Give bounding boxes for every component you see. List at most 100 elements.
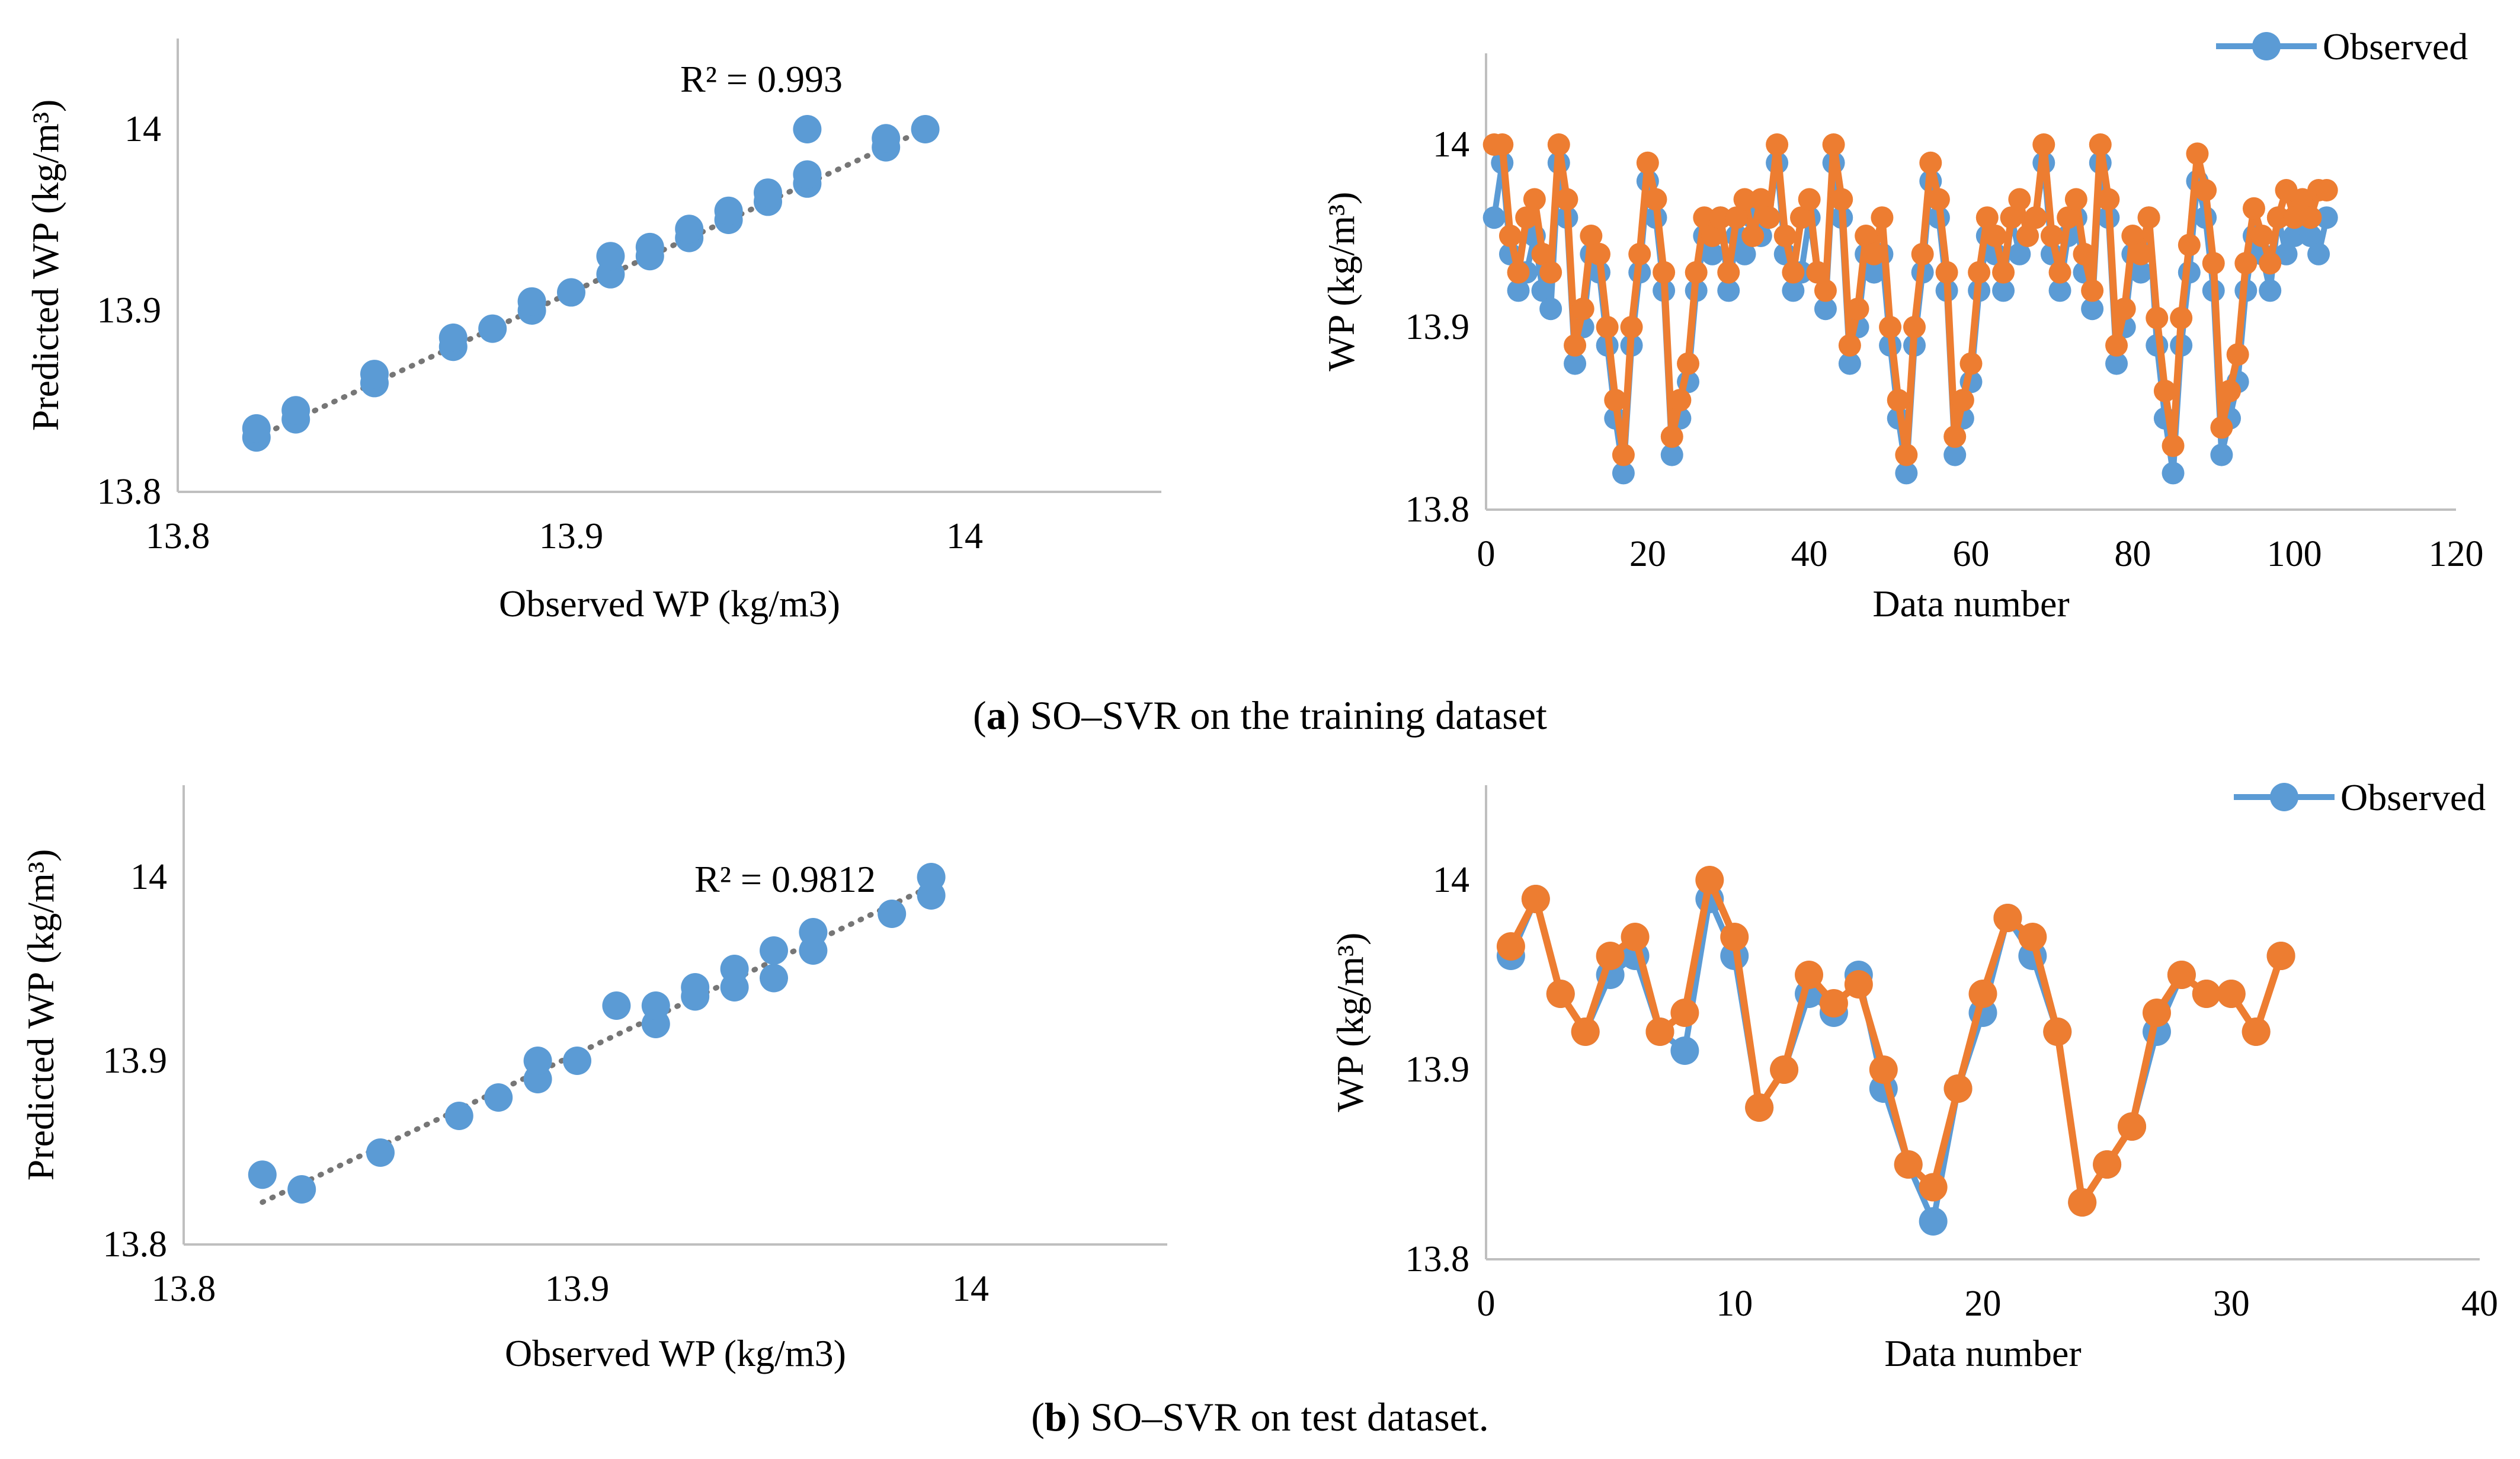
a-right-series-predicted-point [1935,261,1958,284]
a-right-series-observed-point [1895,462,1918,485]
a-right-xtick-label: 120 [2429,534,2484,574]
a-right-series-predicted-point [1749,188,1772,211]
a-right-series-predicted-point [1515,206,1538,229]
b-right-series-predicted-point [2093,1150,2122,1179]
b-right-series-predicted-point [2242,1018,2271,1046]
b-right-series-predicted-point [2068,1188,2097,1217]
a-right-series-predicted-point [1555,188,1578,211]
a-right-series-predicted-point [1547,133,1570,156]
b-left-point [287,1175,316,1204]
a-right-series-predicted-point [1782,261,1805,284]
a-right-series-predicted-point [1636,151,1659,174]
a-right-series-predicted-point [1862,242,1885,265]
a-right-xtick-label: 60 [1953,534,1990,574]
a-right-series-observed-point [2162,462,2185,485]
b-left-trendline [260,884,934,1205]
b-right-xtick-label: 10 [1716,1284,1753,1324]
a-right-series-predicted-point [1717,261,1740,284]
a-left-point [635,232,664,261]
a-right-series-observed-point [2283,225,2306,247]
b-right-series-predicted-point [1819,989,1848,1018]
a-right-series-observed-point [1943,443,1967,466]
a-right-series-predicted-point [2315,179,2338,201]
a-right-series-observed-point [2259,279,2282,302]
b-right-series-observed-point [1670,1036,1699,1065]
a-right-series-predicted-point [1887,389,1910,412]
b-right-series-predicted-point [1645,1018,1674,1046]
b-left-point [563,1047,591,1075]
b-right-series-predicted-point [1894,1150,1923,1179]
a-right-series-observed-point [1507,279,1530,302]
a-right-series-predicted-point [2299,206,2322,229]
a-right-series-predicted-point [1968,261,1991,284]
a-right-series-predicted-point [2202,252,2225,275]
b-right-series-predicted-point [1670,999,1699,1027]
a-right-series-predicted-point [1838,334,1861,357]
a-right-series-predicted-point [1855,225,1878,247]
a-right-series-predicted-point [2137,206,2160,229]
a-left-point [675,215,704,244]
a-right-xtick-label: 40 [1791,534,1828,574]
a-right-series-observed-point [1782,279,1805,302]
a-right-series-predicted-point [1660,425,1683,448]
a-right-series-observed-point [2307,242,2330,265]
b-left-point [720,955,749,983]
a-right-series-predicted-point [1757,206,1781,229]
a-right-series-predicted-point [2073,242,2096,265]
a-right-xlabel: Data number [1872,583,2069,625]
a-right-series-predicted-point [1580,225,1603,247]
b-right-xlabel: Data number [1884,1332,2081,1374]
a-right-series-observed-point [1701,242,1724,265]
a-right-series-predicted-point [1531,242,1554,265]
a-right-ytick-label: 14 [1433,124,1469,165]
a-right-series-observed-point [2129,261,2152,284]
b-right-series-predicted-point [1596,942,1625,970]
a-right-series-predicted-point [1596,316,1619,338]
b-right-ytick-label: 13.8 [1405,1239,1470,1279]
a-right-series-predicted-point [1620,316,1643,338]
b-right-xtick-label: 20 [1965,1284,2002,1324]
a-right-series-predicted-point [2178,233,2201,257]
a-right-series-predicted-point [2081,279,2104,302]
a-right-series-predicted-point [1587,242,1610,265]
a-right-series-predicted-point [2162,434,2185,457]
b-right-series-predicted-point [1795,961,1824,989]
a-right-series-predicted-point [2170,306,2193,329]
a-right-series-predicted-point [1498,225,1522,247]
a-right-series-observed-point [1539,297,1562,321]
b-right-series-predicted-point [1571,1018,1600,1046]
b-left-point [799,918,828,946]
b-left-point [878,900,907,928]
a-right-series-predicted-point [1701,225,1724,247]
b-left-ytick-label: 14 [130,857,167,897]
a-right-series-predicted-point [1685,261,1708,284]
a-left-ytick-label: 13.8 [97,472,162,512]
a-right-series-predicted-point [2259,252,2282,275]
a-right-series-predicted-point [1725,206,1748,229]
a-right-series-observed-point [2105,352,2128,375]
a-left-point [478,314,507,343]
a-left-ytick-label: 14 [124,109,161,149]
a-right-series-observed-point [1733,242,1756,265]
a-right-series-predicted-point [1693,206,1716,229]
a-right-series-predicted-point [1895,443,1918,466]
a-left-point [714,196,743,225]
a-left-point [596,242,625,271]
a-left-point [911,115,940,143]
a-right-series-predicted-point [2016,225,2039,247]
a-right-series-predicted-point [2226,343,2249,366]
a-right-series-predicted-point [1790,206,1813,229]
a-left-ytick-label: 13.9 [97,290,162,331]
a-right-series-predicted-point [1773,225,1797,247]
a-right-series-predicted-point [2194,179,2217,201]
b-left-r2-annotation: R² = 0.9812 [694,858,876,900]
a-left-point [242,414,271,443]
a-left-point [793,160,822,189]
b-right-series-predicted-point [1919,1173,1948,1202]
a-right-series-predicted-point [1709,206,1732,229]
a-right-series-predicted-point [1846,297,1869,321]
a-right-series-predicted-point [2024,206,2047,229]
b-left-point [444,1102,473,1130]
b-right-series-predicted-point [1770,1055,1799,1084]
b-left-point [917,863,946,891]
